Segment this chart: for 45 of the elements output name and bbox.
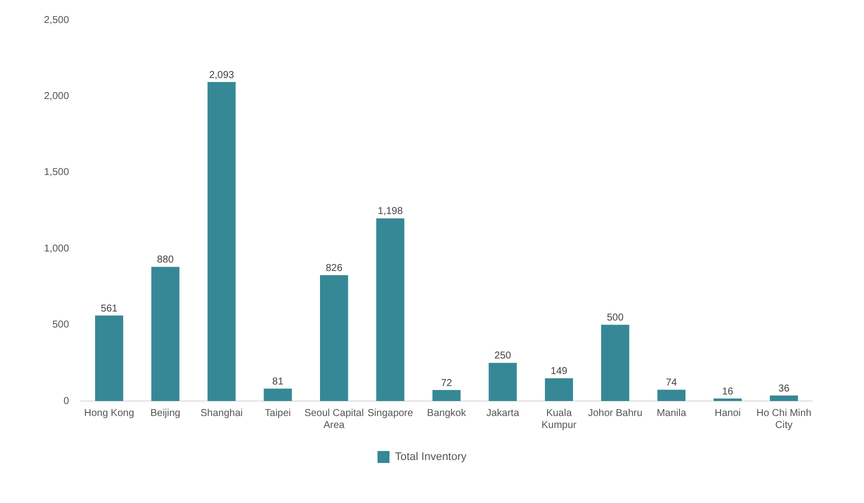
data-label: 2,093 [209,70,235,81]
y-tick-label: 2,500 [44,14,70,26]
legend-label: Total Inventory [394,451,468,464]
data-label: 500 [606,312,624,324]
bar [770,396,798,401]
x-tick-label: Hong Kong [84,408,134,419]
x-tick-label: Beijing [150,408,180,419]
bar [95,316,124,401]
x-tick-label: Bangkok [427,408,467,419]
bar [208,82,236,401]
bar [376,218,404,401]
x-tick-label: Taipei [264,408,291,419]
y-tick-label: 1,500 [44,167,70,178]
data-label: 81 [272,376,284,388]
x-tick-label: Singapore [367,408,414,419]
bar [432,390,461,401]
bar [264,388,292,401]
data-label: 36 [778,383,790,394]
bar [657,390,686,401]
x-tick-label: Jakarta [486,408,520,419]
data-label: 250 [494,350,512,362]
x-tick-label: Seoul Capital Area [304,408,364,431]
data-label: 826 [326,262,343,274]
x-tick-label: Ho Chi Minh City [756,408,812,431]
x-tick-label: Shanghai [200,408,243,419]
y-tick-label: 2,000 [44,90,70,102]
bar [544,378,574,401]
data-label: 149 [550,366,568,378]
y-tick-label: 1,000 [44,243,70,254]
bar [320,275,348,401]
x-tick-label: Kuala Kumpur [541,408,578,431]
y-tick-label: 500 [52,320,70,331]
bar [488,362,517,401]
data-label: 72 [440,378,453,389]
data-label: 16 [722,386,734,398]
data-label: 880 [157,254,174,266]
x-tick-label: Hanoi [714,408,741,419]
data-label: 561 [100,303,118,314]
y-tick-label: 0 [63,396,70,407]
data-label: 74 [666,377,678,388]
bar [151,266,180,401]
data-label: 1,198 [378,206,404,218]
x-tick-label: Manila [656,408,687,419]
bar [601,324,630,401]
x-tick-label: Johor Bahru [588,408,642,419]
